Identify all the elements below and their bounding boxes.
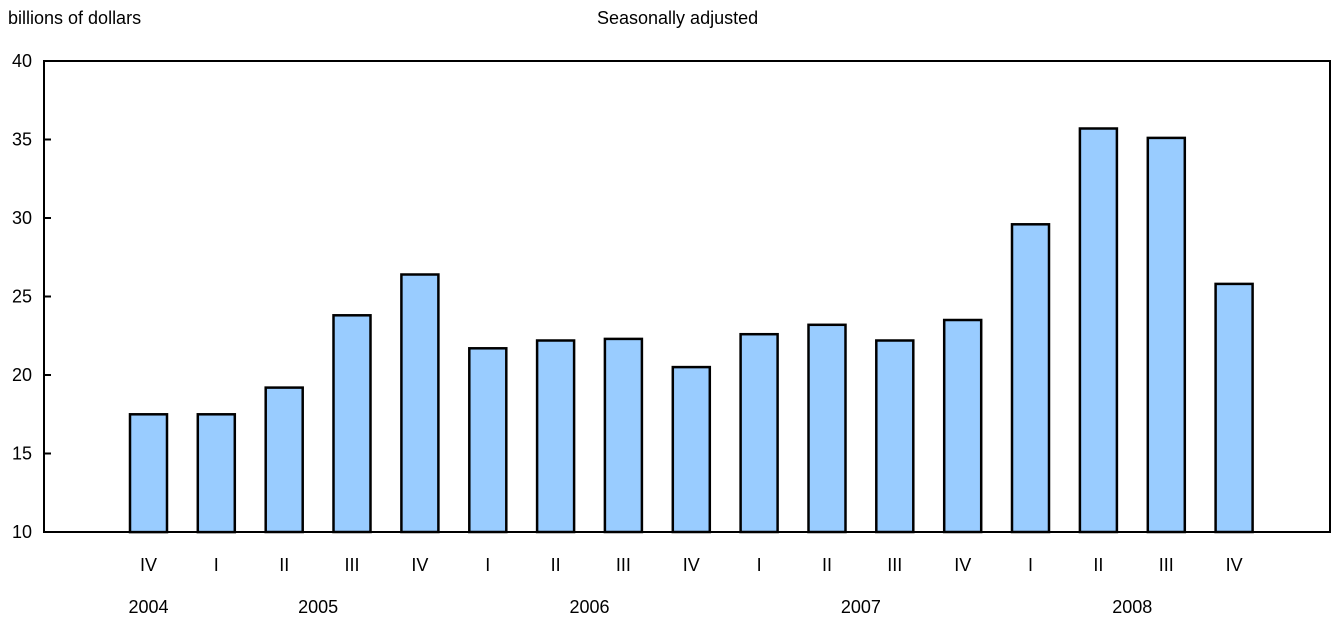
bar <box>128 413 169 534</box>
y-axis-label: billions of dollars <box>8 8 141 28</box>
bar <box>332 314 372 534</box>
year-label: 2005 <box>298 597 338 617</box>
x-tick-label: I <box>757 555 762 575</box>
y-tick-label: 30 <box>12 208 32 228</box>
chart-subtitle: Seasonally adjusted <box>597 8 758 28</box>
year-label: 2007 <box>841 597 881 617</box>
bar <box>671 365 712 534</box>
x-tick-label: I <box>485 555 490 575</box>
year-label: 2006 <box>569 597 609 617</box>
y-tick-label: 15 <box>12 444 32 464</box>
bar <box>400 273 440 534</box>
bar <box>1078 127 1119 534</box>
x-tick-label: II <box>822 555 832 575</box>
x-tick-label: IV <box>954 555 971 575</box>
x-tick-label: IV <box>683 555 700 575</box>
y-tick-label: 25 <box>12 287 32 307</box>
y-tick-label: 10 <box>12 522 32 542</box>
bar <box>942 318 983 534</box>
bar <box>535 339 576 534</box>
y-tick-label: 40 <box>12 51 32 71</box>
x-tick-label: I <box>1028 555 1033 575</box>
bar <box>468 347 508 534</box>
x-tick-label: III <box>616 555 631 575</box>
bar <box>1146 136 1187 534</box>
year-label: 2004 <box>128 597 168 617</box>
x-tick-label: II <box>279 555 289 575</box>
x-tick-label: III <box>1159 555 1174 575</box>
x-tick-label: III <box>344 555 359 575</box>
bar <box>739 332 779 534</box>
x-tick-label: IV <box>411 555 428 575</box>
bar <box>603 337 644 534</box>
bar <box>875 339 915 534</box>
bar <box>264 386 304 534</box>
x-tick-label: I <box>214 555 219 575</box>
bar <box>807 323 847 534</box>
x-tick-label: IV <box>140 555 157 575</box>
x-tick-label: III <box>887 555 902 575</box>
x-tick-label: II <box>1093 555 1103 575</box>
x-tick-label: IV <box>1226 555 1243 575</box>
x-tick-label: II <box>551 555 561 575</box>
bar <box>196 413 237 534</box>
year-label: 2008 <box>1112 597 1152 617</box>
bar <box>1010 223 1051 534</box>
bar <box>1214 282 1254 534</box>
y-tick-label: 20 <box>12 365 32 385</box>
y-tick-label: 35 <box>12 130 32 150</box>
